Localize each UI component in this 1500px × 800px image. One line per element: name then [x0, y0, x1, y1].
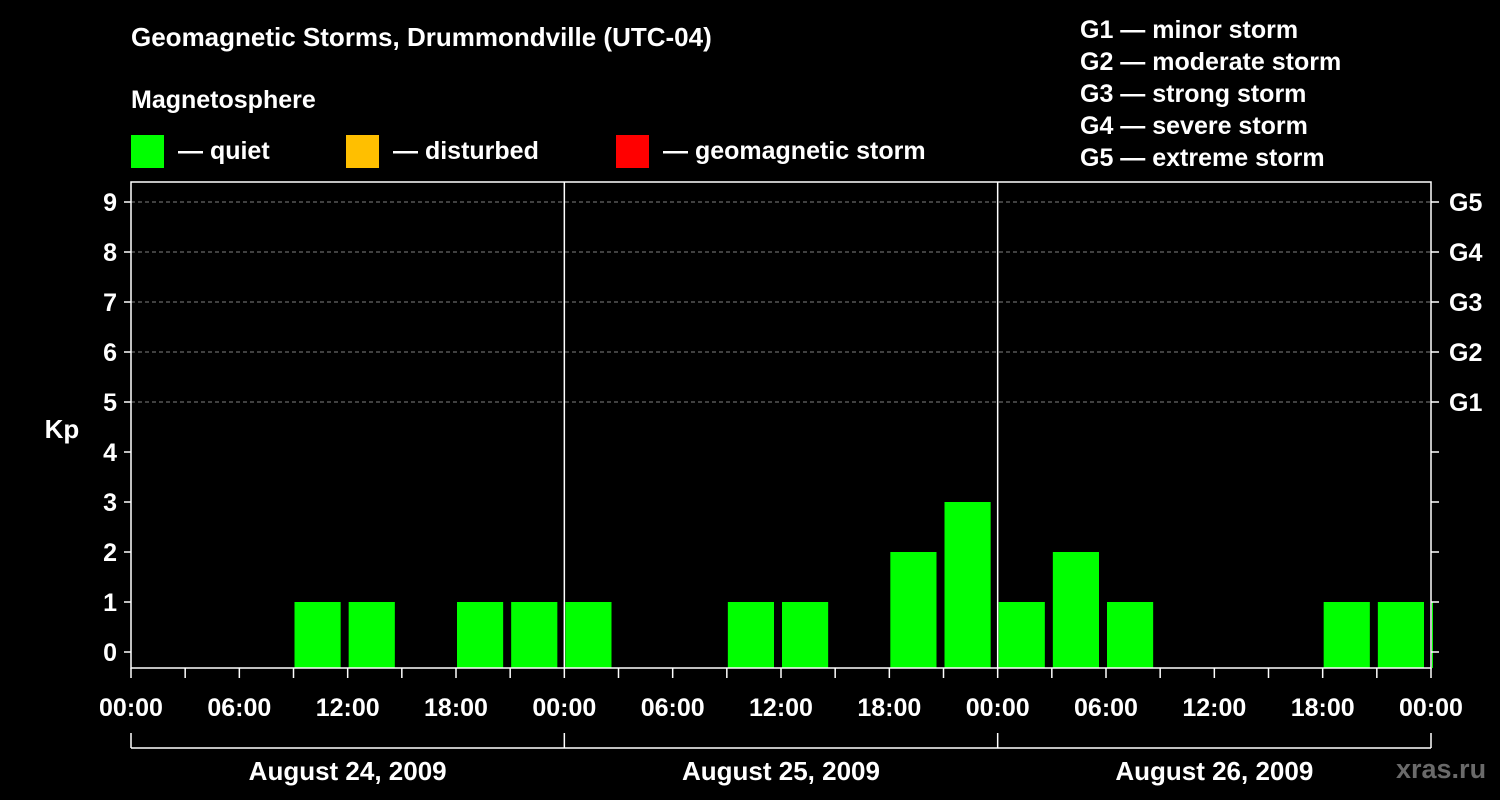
y-tick-label-0: 0: [103, 639, 117, 667]
legend-item-storm: — geomagnetic storm: [616, 134, 926, 168]
x-tick-label-7: 18:00: [857, 694, 921, 722]
storm-scale-legend: G1 — minor storm G2 — moderate storm G3 …: [1080, 14, 1341, 174]
day-label-0: August 24, 2009: [249, 756, 447, 786]
y-tick-label-1: 1: [103, 589, 117, 617]
y-tick-label-6: 6: [103, 339, 117, 367]
y-tick-label-9: 9: [103, 189, 117, 217]
x-tick-label-3: 18:00: [424, 694, 488, 722]
storm-scale-g4: G4 — severe storm: [1080, 112, 1308, 140]
legend-swatch-storm: [616, 134, 649, 168]
storm-scale-g2: G2 — moderate storm: [1080, 48, 1342, 76]
kp-bar-4: [348, 602, 395, 668]
x-tick-label-6: 12:00: [749, 694, 813, 722]
y-tick-label-3: 3: [103, 489, 117, 517]
y-tick-label-5: 5: [103, 389, 117, 417]
right-axis-label-g5: G5: [1449, 189, 1482, 217]
kp-bar-8: [565, 602, 612, 668]
legend-label-quiet: — quiet: [178, 136, 270, 165]
storm-scale-g5: G5 — extreme storm: [1080, 144, 1325, 172]
x-tick-label-8: 00:00: [966, 694, 1030, 722]
right-axis-label-g4: G4: [1449, 239, 1482, 267]
kp-bar-18: [1107, 602, 1154, 668]
chart-subtitle: Magnetosphere: [131, 86, 316, 114]
watermark: xras.ru: [1396, 754, 1487, 784]
x-tick-label-1: 06:00: [207, 694, 271, 722]
right-axis-label-g2: G2: [1449, 339, 1482, 367]
kp-bar-11: [727, 602, 774, 668]
kp-bar-22: [1323, 602, 1370, 668]
day-label-2: August 26, 2009: [1115, 756, 1313, 786]
legend-item-quiet: — quiet: [131, 134, 270, 168]
x-tick-label-12: 00:00: [1399, 694, 1463, 722]
right-axis-label-g1: G1: [1449, 389, 1482, 417]
y-tick-label-8: 8: [103, 239, 117, 267]
kp-bar-6: [457, 602, 504, 668]
x-tick-label-9: 06:00: [1074, 694, 1138, 722]
right-axis-label-g3: G3: [1449, 289, 1482, 317]
storm-scale-g3: G3 — strong storm: [1080, 80, 1307, 108]
x-tick-label-11: 18:00: [1291, 694, 1355, 722]
y-tick-label-7: 7: [103, 289, 117, 317]
legend-item-disturbed: — disturbed: [346, 134, 539, 168]
chart-title: Geomagnetic Storms, Drummondville (UTC-0…: [131, 22, 712, 52]
legend-swatch-quiet: [131, 134, 164, 168]
x-tick-label-4: 00:00: [532, 694, 596, 722]
storm-scale-g1: G1 — minor storm: [1080, 16, 1299, 44]
kp-bar-12: [782, 602, 829, 668]
day-label-1: August 25, 2009: [682, 756, 880, 786]
plot-frame: [130, 181, 1432, 669]
kp-bar-14: [890, 552, 937, 668]
kp-bar-3: [294, 602, 341, 668]
y-tick-label-2: 2: [103, 539, 117, 567]
legend-label-disturbed: — disturbed: [393, 136, 539, 165]
kp-bar-15: [944, 502, 991, 668]
kp-bar-16: [998, 602, 1045, 668]
x-tick-label-10: 12:00: [1182, 694, 1246, 722]
x-tick-label-0: 00:00: [99, 694, 163, 722]
kp-bar-23: [1377, 602, 1424, 668]
legend-label-storm: — geomagnetic storm: [663, 136, 926, 165]
kp-bar-7: [511, 602, 558, 668]
y-axis-label: Kp: [45, 414, 80, 444]
x-tick-label-5: 06:00: [641, 694, 705, 722]
legend-swatch-disturbed: [346, 134, 379, 168]
kp-bar-17: [1052, 552, 1099, 668]
y-tick-label-4: 4: [103, 439, 117, 467]
x-tick-label-2: 12:00: [316, 694, 380, 722]
kp-bar-24: [1432, 602, 1433, 668]
